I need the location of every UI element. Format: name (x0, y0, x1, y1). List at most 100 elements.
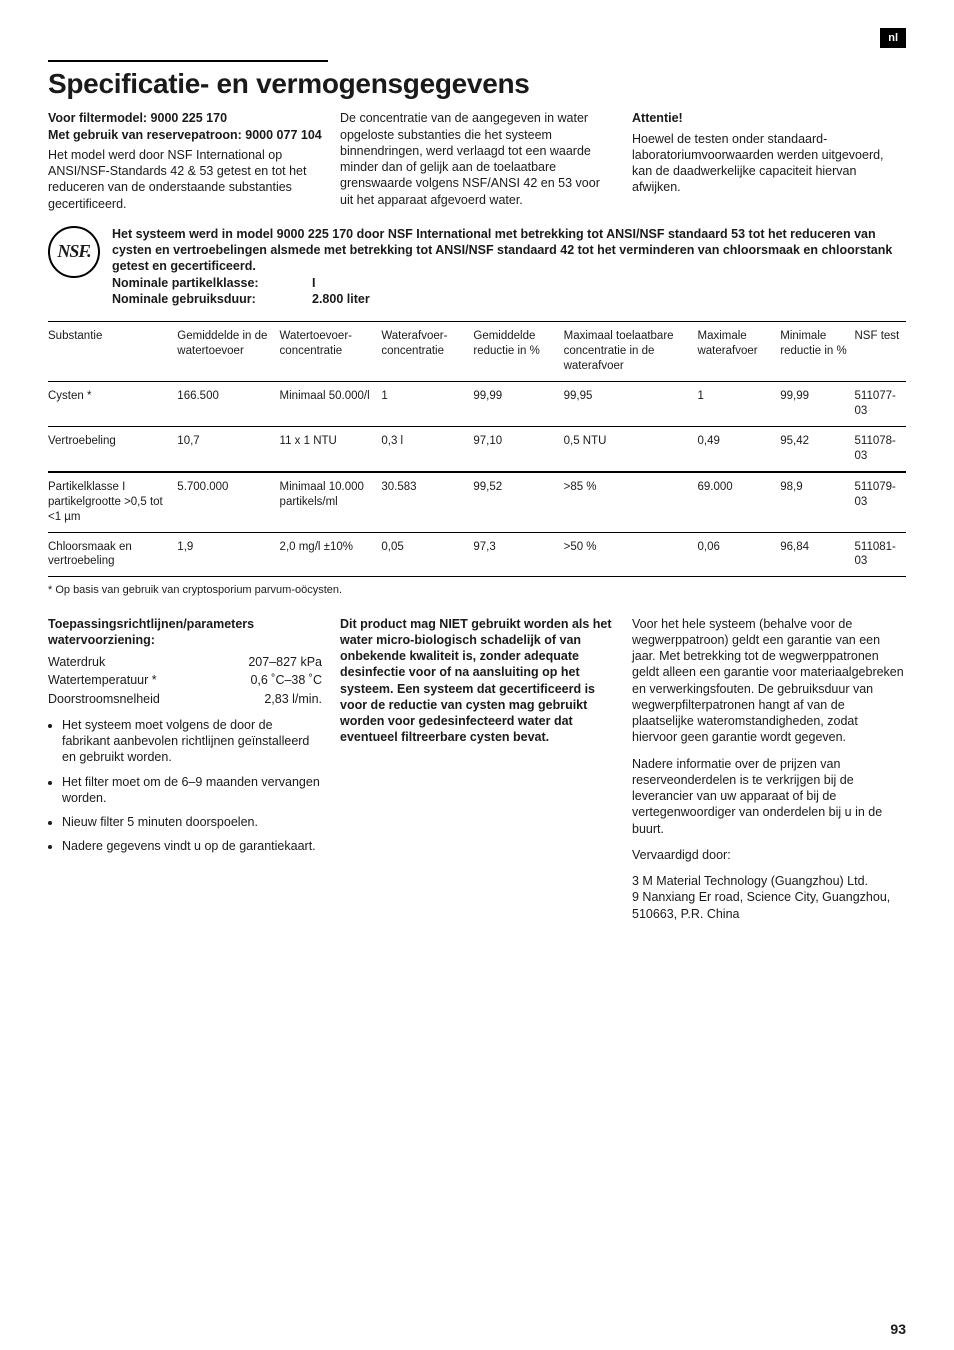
param-value: 207–827 kPa (248, 654, 322, 670)
table-cell: 99,52 (473, 472, 563, 532)
th-nsf-test: NSF test (855, 322, 907, 382)
table-cell: 511079-03 (855, 472, 907, 532)
table-cell: Partikelklasse I partikelgrootte >0,5 to… (48, 472, 177, 532)
table-cell: 95,42 (780, 426, 854, 471)
table-cell: 0,05 (381, 532, 473, 577)
table-cell: 98,9 (780, 472, 854, 532)
nominal-particle-label: Nominale partikelklasse: (112, 275, 312, 291)
table-cell: 0,49 (697, 426, 780, 471)
guidelines-list: Het systeem moet volgens de door de fabr… (48, 717, 322, 855)
param-label: Waterdruk (48, 654, 105, 670)
table-row: Cysten *166.500Minimaal 50.000/l199,9999… (48, 381, 906, 426)
table-cell: 96,84 (780, 532, 854, 577)
filter-model-label: Voor filtermodel: 9000 225 170 (48, 110, 322, 126)
table-row: Chloorsmaak en vertroebeling1,92,0 mg/l … (48, 532, 906, 577)
table-cell: 0,06 (697, 532, 780, 577)
table-footnote: * Op basis van gebruik van cryptosporium… (48, 583, 906, 597)
th-max-drain: Maximale waterafvoer (697, 322, 780, 382)
header-rule (48, 60, 328, 62)
table-header-row: Substantie Gemiddelde in de watertoevoer… (48, 322, 906, 382)
th-substance: Substantie (48, 322, 177, 382)
nsf-description: Het systeem werd in model 9000 225 170 d… (112, 226, 906, 275)
table-cell: Minimaal 10.000 partikels/ml (280, 472, 382, 532)
intro-text-1: Het model werd door NSF International op… (48, 147, 322, 212)
table-cell: >85 % (564, 472, 698, 532)
table-cell: Minimaal 50.000/l (280, 381, 382, 426)
lower-columns: Toepassingsrichtlijnen/parameters waterv… (48, 616, 906, 932)
list-item: Het systeem moet volgens de door de fabr… (62, 717, 322, 766)
page-title: Specificatie- en vermogensgegevens (48, 66, 906, 102)
nominal-duration-label: Nominale gebruiksduur: (112, 291, 312, 307)
spare-parts-text: Nadere informatie over de prijzen van re… (632, 756, 906, 837)
nominal-particle-value: I (312, 275, 315, 291)
nominal-duration-value: 2.800 liter (312, 291, 370, 307)
table-cell: 0,5 NTU (564, 426, 698, 471)
th-supply-conc: Watertoevoer-concentratie (280, 322, 382, 382)
param-label: Doorstroomsnelheid (48, 691, 160, 707)
param-value: 0,6 ˚C–38 ˚C (250, 672, 322, 688)
reserve-patroon-label: Met gebruik van reservepatroon: 9000 077… (48, 127, 322, 143)
intro-col2: De concentratie van de aangegeven in wat… (340, 110, 614, 212)
table-cell: 511078-03 (855, 426, 907, 471)
table-cell: 99,95 (564, 381, 698, 426)
table-row: Partikelklasse I partikelgrootte >0,5 to… (48, 472, 906, 532)
th-min-reduction: Minimale reductie in % (780, 322, 854, 382)
table-cell: Chloorsmaak en vertroebeling (48, 532, 177, 577)
table-cell: Cysten * (48, 381, 177, 426)
lower-col1: Toepassingsrichtlijnen/parameters waterv… (48, 616, 322, 932)
intro-col1: Voor filtermodel: 9000 225 170 Met gebru… (48, 110, 322, 212)
page-number: 93 (890, 1320, 906, 1338)
table-cell: 2,0 mg/l ±10% (280, 532, 382, 577)
language-tag: nl (880, 28, 906, 48)
table-cell: 97,3 (473, 532, 563, 577)
param-row: Watertemperatuur * 0,6 ˚C–38 ˚C (48, 672, 322, 688)
attentie-text: Hoewel de testen onder standaard-laborat… (632, 131, 906, 196)
list-item: Het filter moet om de 6–9 maanden vervan… (62, 774, 322, 807)
table-cell: 69.000 (697, 472, 780, 532)
table-cell: 5.700.000 (177, 472, 279, 532)
param-label: Watertemperatuur * (48, 672, 157, 688)
performance-table: Substantie Gemiddelde in de watertoevoer… (48, 321, 906, 577)
intro-columns: Voor filtermodel: 9000 225 170 Met gebru… (48, 110, 906, 212)
param-row: Waterdruk 207–827 kPa (48, 654, 322, 670)
lower-col2: Dit product mag NIET gebruikt worden als… (340, 616, 614, 932)
table-cell: 0,3 l (381, 426, 473, 471)
lower-col3: Voor het hele systeem (behalve voor de w… (632, 616, 906, 932)
th-avg-supply: Gemiddelde in de watertoevoer (177, 322, 279, 382)
table-cell: 511081-03 (855, 532, 907, 577)
table-cell: 511077-03 (855, 381, 907, 426)
table-cell: 99,99 (473, 381, 563, 426)
list-item: Nadere gegevens vindt u op de garantieka… (62, 838, 322, 854)
warranty-text: Voor het hele systeem (behalve voor de w… (632, 616, 906, 746)
table-cell: 30.583 (381, 472, 473, 532)
intro-col3: Attentie! Hoewel de testen onder standaa… (632, 110, 906, 212)
param-value: 2,83 l/min. (264, 691, 322, 707)
list-item: Nieuw filter 5 minuten doorspoelen. (62, 814, 322, 830)
table-cell: Vertroebeling (48, 426, 177, 471)
table-cell: 97,10 (473, 426, 563, 471)
table-cell: 10,7 (177, 426, 279, 471)
th-max-allowed: Maximaal toelaatbare concentratie in de … (564, 322, 698, 382)
table-cell: >50 % (564, 532, 698, 577)
params-heading: Toepassingsrichtlijnen/parameters waterv… (48, 616, 322, 649)
table-cell: 1 (381, 381, 473, 426)
nominal-duration-row: Nominale gebruiksduur: 2.800 liter (112, 291, 906, 307)
nsf-block: NSF. Het systeem werd in model 9000 225 … (48, 226, 906, 307)
table-cell: 99,99 (780, 381, 854, 426)
table-row: Vertroebeling10,711 x 1 NTU0,3 l97,100,5… (48, 426, 906, 471)
table-cell: 1 (697, 381, 780, 426)
th-avg-reduction: Gemiddelde reductie in % (473, 322, 563, 382)
nsf-text: Het systeem werd in model 9000 225 170 d… (112, 226, 906, 307)
attentie-heading: Attentie! (632, 110, 906, 126)
manufacturer-address: 3 M Material Technology (Guangzhou) Ltd.… (632, 873, 906, 922)
nsf-logo-icon: NSF. (48, 226, 100, 278)
table-cell: 166.500 (177, 381, 279, 426)
param-row: Doorstroomsnelheid 2,83 l/min. (48, 691, 322, 707)
table-cell: 1,9 (177, 532, 279, 577)
intro-text-2: De concentratie van de aangegeven in wat… (340, 110, 614, 208)
table-cell: 11 x 1 NTU (280, 426, 382, 471)
manufactured-by-label: Vervaardigd door: (632, 847, 906, 863)
nominal-particle-row: Nominale partikelklasse: I (112, 275, 906, 291)
th-drain-conc: Waterafvoer-concentratie (381, 322, 473, 382)
warning-text: Dit product mag NIET gebruikt worden als… (340, 616, 614, 746)
